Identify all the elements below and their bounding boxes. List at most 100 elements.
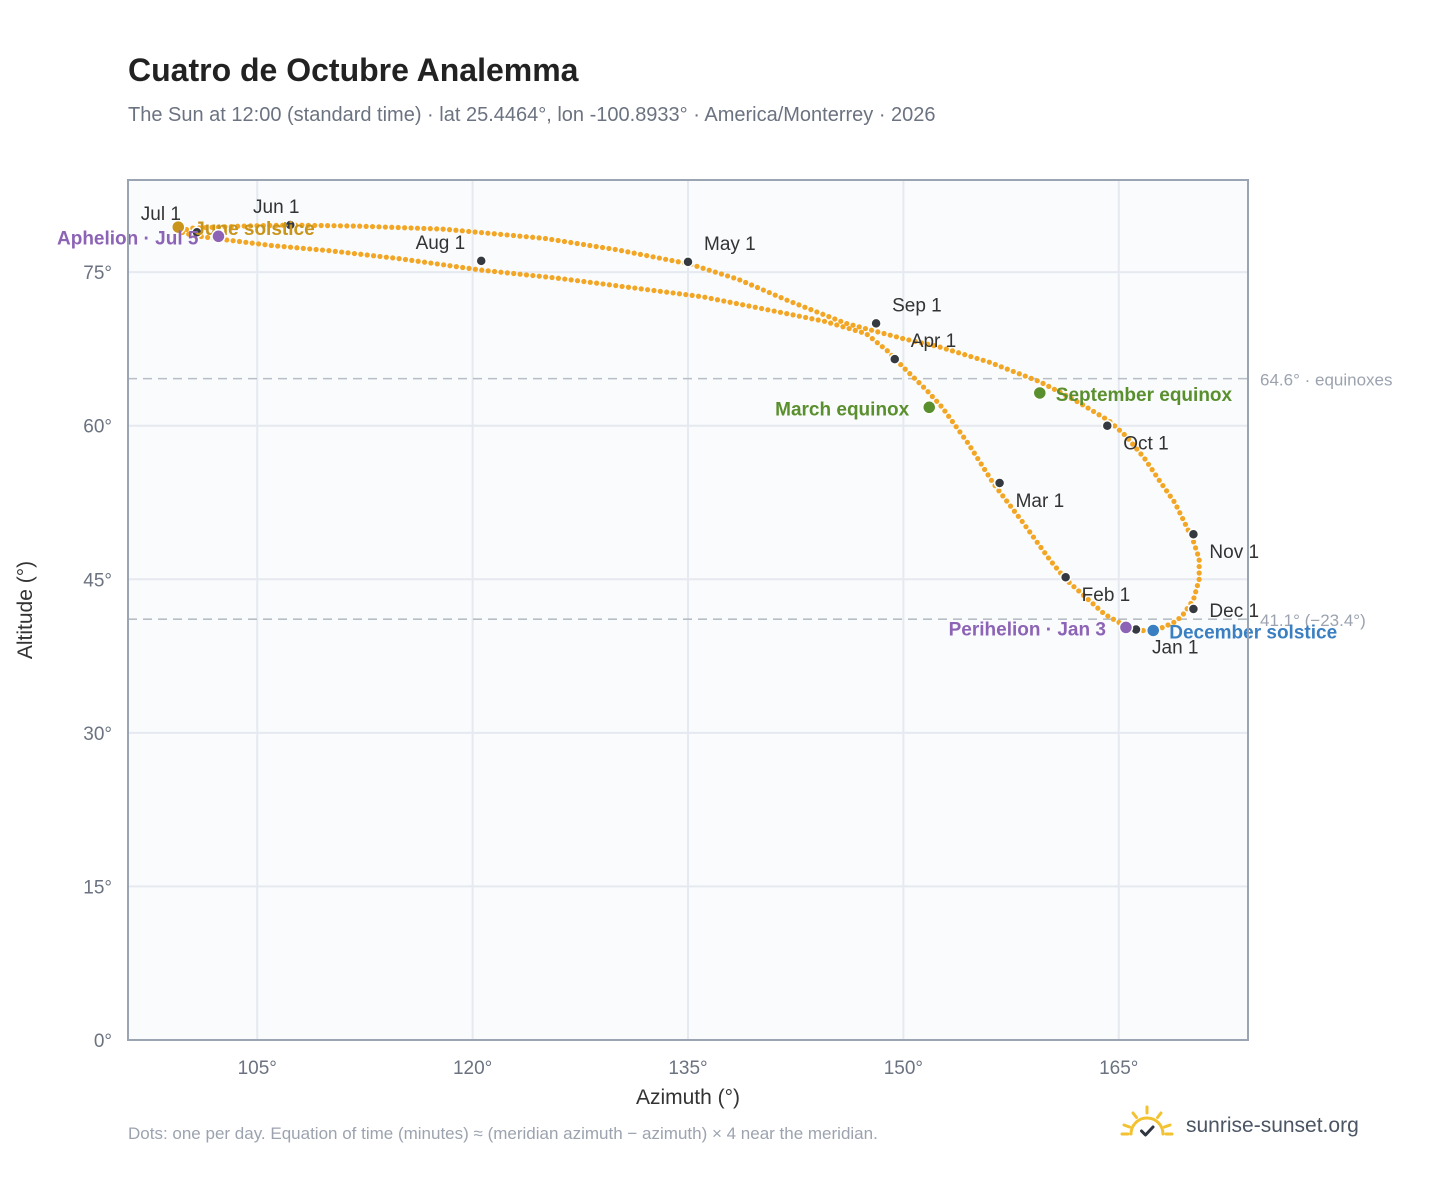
daily-sun-position <box>663 256 669 262</box>
daily-sun-position <box>821 318 828 324</box>
daily-sun-position <box>268 242 274 249</box>
daily-sun-position <box>402 256 409 263</box>
daily-sun-position <box>511 270 517 277</box>
daily-sun-position <box>1019 518 1025 525</box>
daily-sun-position <box>968 445 974 451</box>
daily-sun-position <box>676 291 683 297</box>
daily-sun-position <box>587 242 593 249</box>
x-tick-label: 120° <box>453 1058 492 1079</box>
daily-sun-position <box>619 283 625 290</box>
daily-sun-position <box>778 295 784 301</box>
daily-sun-position <box>574 240 580 247</box>
daily-sun-position <box>949 348 956 354</box>
month-label: Feb 1 <box>1082 585 1131 606</box>
daily-sun-position <box>1193 589 1199 595</box>
daily-sun-position <box>632 285 638 291</box>
sun-check-icon <box>1120 1104 1174 1149</box>
daily-sun-position <box>287 244 294 250</box>
daily-sun-position <box>580 241 587 248</box>
daily-sun-position <box>1074 398 1080 405</box>
daily-sun-position <box>485 230 491 236</box>
daily-sun-position <box>414 225 421 231</box>
daily-sun-position <box>934 398 940 404</box>
daily-sun-position <box>312 222 318 229</box>
daily-sun-position <box>235 223 241 229</box>
month-marker <box>284 219 297 231</box>
daily-sun-position <box>1165 622 1171 628</box>
daily-sun-position <box>523 272 530 278</box>
daily-sun-position <box>382 224 388 230</box>
daily-sun-position <box>858 329 865 335</box>
daily-sun-position <box>832 316 838 322</box>
daily-sun-position <box>906 337 912 343</box>
daily-sun-position <box>766 289 772 296</box>
daily-sun-position <box>1042 550 1048 556</box>
daily-sun-position <box>1007 503 1014 509</box>
daily-sun-position <box>281 244 287 250</box>
daily-sun-position <box>760 287 766 293</box>
daily-sun-position <box>300 245 306 251</box>
daily-sun-position <box>222 224 228 230</box>
daily-sun-position <box>694 263 700 269</box>
daily-sun-position <box>840 324 846 330</box>
daily-sun-position <box>243 239 249 245</box>
daily-sun-position <box>980 357 986 363</box>
daily-sun-position <box>307 246 313 252</box>
daily-sun-position <box>1174 504 1180 510</box>
daily-sun-position <box>957 429 963 435</box>
daily-sun-position <box>669 257 675 264</box>
daily-sun-position <box>396 256 402 262</box>
event-marker <box>171 219 186 235</box>
daily-sun-position <box>1053 565 1060 571</box>
daily-sun-position <box>280 222 286 228</box>
daily-sun-position <box>1194 582 1201 589</box>
daily-sun-position <box>273 222 279 228</box>
daily-sun-position <box>1176 615 1182 622</box>
daily-sun-position <box>230 238 236 244</box>
daily-sun-position <box>606 245 612 252</box>
month-label: Dec 1 <box>1209 601 1259 622</box>
plot-frame <box>127 179 1249 1041</box>
daily-sun-position <box>390 255 396 261</box>
daily-sun-position <box>332 248 338 254</box>
daily-sun-position <box>593 243 599 250</box>
daily-sun-position <box>920 384 927 390</box>
event-marker <box>1145 623 1161 638</box>
daily-sun-position <box>549 236 555 243</box>
daily-sun-position <box>772 292 778 298</box>
daily-sun-position <box>203 224 209 231</box>
daily-sun-position <box>1171 498 1177 504</box>
y-tick-label: 30° <box>83 724 112 745</box>
daily-sun-position <box>350 223 356 229</box>
daily-sun-position <box>1110 616 1117 622</box>
daily-sun-position <box>228 223 234 230</box>
daily-sun-position <box>796 313 802 319</box>
brand[interactable]: sunrise-sunset.org <box>1120 1104 1359 1148</box>
event-label: December solstice <box>1169 622 1337 643</box>
daily-sun-position <box>758 305 765 312</box>
month-marker <box>682 256 694 268</box>
daily-sun-position <box>884 348 890 354</box>
daily-sun-position <box>808 306 814 313</box>
month-markers: Jan 1 Feb 1 Mar 1 Apr 1 May 1 Jun 1 Jul 1 Aug 1… <box>141 197 1259 658</box>
daily-sun-position <box>446 227 453 233</box>
daily-sun-position <box>472 229 478 235</box>
daily-sun-position <box>1159 625 1165 631</box>
daily-sun-position <box>644 252 650 259</box>
daily-sun-position <box>942 408 948 414</box>
daily-sun-position <box>549 274 555 281</box>
month-label: Sep 1 <box>892 295 942 316</box>
brand-name: sunrise-sunset.org <box>1186 1114 1359 1137</box>
daily-sun-position <box>675 259 681 265</box>
daily-sun-position <box>869 336 875 342</box>
daily-sun-position <box>613 282 619 289</box>
daily-sun-position <box>982 466 988 473</box>
daily-sun-position <box>657 288 663 294</box>
daily-sun-position <box>1076 588 1082 594</box>
daily-sun-position <box>402 225 408 231</box>
daily-sun-position <box>345 250 351 256</box>
daily-sun-position <box>911 375 917 381</box>
daily-sun-position <box>364 252 370 258</box>
daily-sun-position <box>864 331 870 338</box>
daily-sun-position <box>1177 510 1183 516</box>
